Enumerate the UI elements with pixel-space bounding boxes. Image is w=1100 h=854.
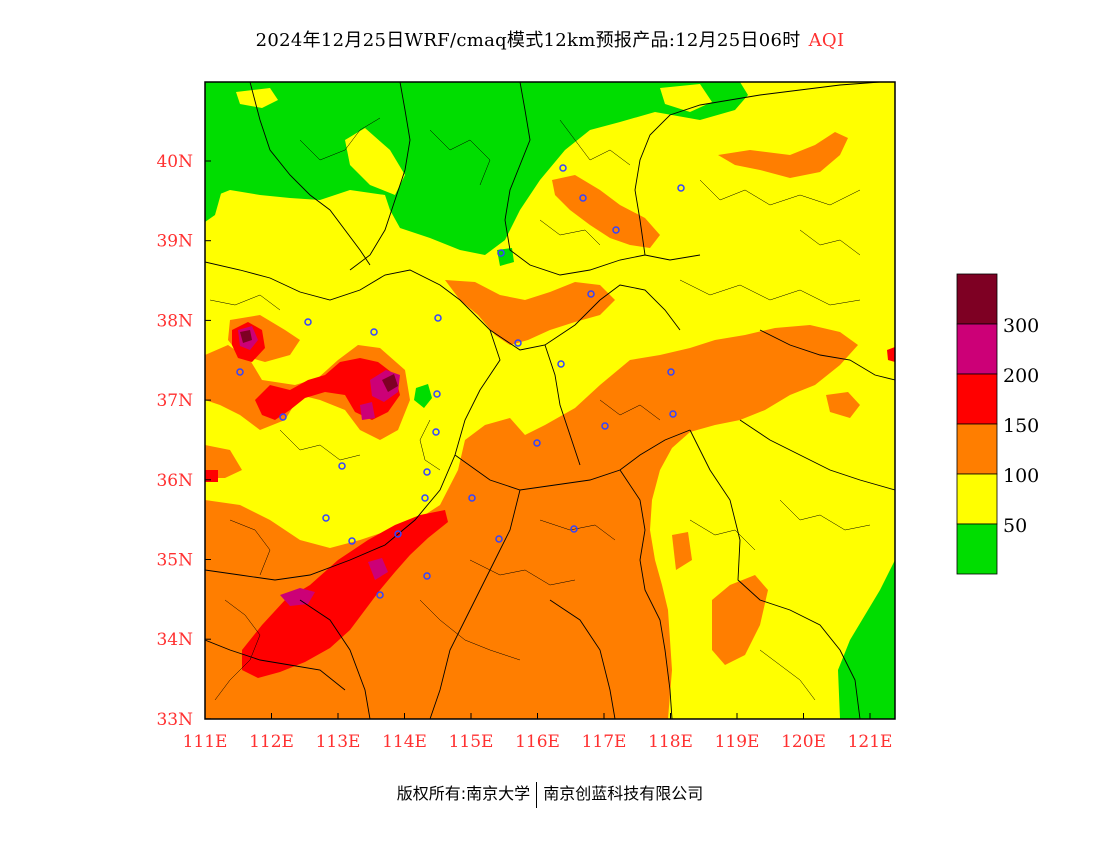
lon-tick-label: 118E (648, 732, 693, 752)
aqi-band-100-150-spot3 (205, 445, 242, 478)
aqi-band-50-100-hole1 (270, 455, 375, 520)
aqi-band-100-150-south (205, 325, 858, 719)
lat-tick-label: 34N (156, 630, 193, 650)
lat-tick-label: 38N (156, 311, 193, 331)
lat-tick-label: 35N (156, 551, 193, 571)
aqi-band-150-200-southwest (242, 510, 448, 678)
lon-tick-label: 116E (515, 732, 560, 752)
legend-swatch (956, 423, 998, 475)
legend-tick-label: 150 (1003, 415, 1039, 437)
aqi-band-50-100-hole3 (430, 376, 458, 398)
legend-tick-label: 100 (1003, 465, 1039, 487)
aqi-band-0-50-spot (414, 384, 432, 408)
aqi-band-100-150-spot2 (826, 392, 860, 418)
aqi-band-50-100-hole2 (790, 398, 828, 428)
aqi-band-100-150-ne2 (718, 132, 848, 178)
legend-swatch (956, 373, 998, 425)
lon-tick-label: 111E (183, 732, 228, 752)
aqi-band-300-plus-a (240, 330, 252, 343)
lon-tick-label: 119E (715, 732, 760, 752)
lon-tick-label: 121E (848, 732, 893, 752)
aqi-band-100-150-east (712, 575, 768, 665)
lon-tick-label: 113E (316, 732, 361, 752)
lon-tick-label: 112E (249, 732, 294, 752)
lat-tick-label: 37N (156, 391, 193, 411)
lon-tick-label: 115E (449, 732, 494, 752)
aqi-band-150-200-spot (205, 470, 218, 482)
aqi-band-300-plus-b (382, 374, 398, 392)
aqi-band-200-300-c (280, 588, 315, 606)
city-markers (236, 164, 685, 599)
lon-tick-label: 117E (582, 732, 627, 752)
legend-tick-label: 200 (1003, 365, 1039, 387)
aqi-band-0-50-spot2 (497, 248, 514, 266)
title-variable: AQI (808, 30, 845, 51)
latitude-axis: 40N 39N 38N 37N 36N 35N 34N 33N (156, 152, 211, 730)
lon-tick-label: 120E (781, 732, 826, 752)
footer-separator (536, 781, 538, 808)
aqi-band-0-50-southeast (838, 560, 895, 719)
aqi-band-100-150-band (445, 280, 615, 345)
copyright-left: 版权所有:南京大学 (396, 784, 531, 803)
aqi-band-200-300-d (368, 558, 388, 580)
lat-tick-label: 33N (156, 710, 193, 730)
aqi-legend: 300 200 150 100 50 (956, 273, 1039, 575)
aqi-band-0-50-north (205, 82, 748, 255)
title-main: 2024年12月25日WRF/cmaq模式12km预报产品:12月25日06时 (255, 30, 801, 51)
legend-swatch (956, 473, 998, 525)
county-boundaries (209, 117, 871, 701)
aqi-band-200-300-e (360, 402, 375, 420)
lat-tick-label: 39N (156, 232, 193, 252)
aqi-band-0-50-west (205, 190, 222, 222)
legend-tick-label: 300 (1003, 315, 1039, 337)
lat-tick-label: 40N (156, 152, 193, 172)
aqi-band-50-100-island (236, 88, 278, 108)
map-title: 2024年12月25日WRF/cmaq模式12km预报产品:12月25日06时 A… (0, 26, 1100, 52)
province-boundaries (205, 82, 895, 719)
longitude-axis: 111E 112E 113E 114E 115E 116E 117E 118E 119E 120E… (183, 713, 893, 752)
aqi-band-100-150-spot (672, 532, 692, 570)
aqi-band-150-200-spot2 (887, 347, 895, 362)
lon-tick-label: 114E (382, 732, 427, 752)
aqi-band-100-150-northeast (552, 175, 660, 248)
copyright-right: 南京创蓝科技有限公司 (543, 784, 704, 803)
legend-swatch (956, 323, 998, 375)
legend-swatch (956, 273, 998, 325)
aqi-band-50-100-island3 (345, 128, 405, 195)
copyright-footer: 版权所有:南京大学 南京创蓝科技有限公司 (0, 780, 1100, 808)
legend-swatch (956, 523, 998, 575)
aqi-field (205, 82, 895, 719)
legend-tick-label: 50 (1003, 515, 1027, 537)
lat-tick-label: 36N (156, 471, 193, 491)
